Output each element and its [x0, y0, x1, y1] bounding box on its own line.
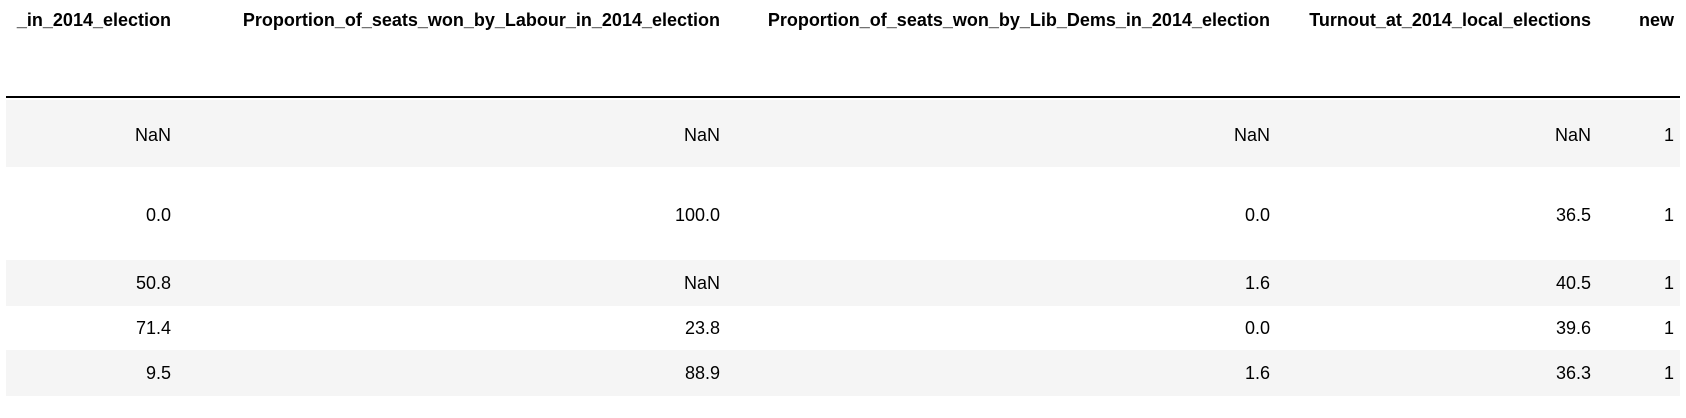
- table-cell: NaN: [1233, 125, 1270, 145]
- table-cell: 1.6: [1244, 273, 1270, 293]
- table-cell: 50.8: [135, 273, 171, 293]
- table-cell: 0.0: [1244, 205, 1270, 225]
- table-cell: 23.8: [684, 318, 720, 338]
- table-cell: 1: [1663, 318, 1674, 338]
- table-cell: NaN: [1554, 125, 1591, 145]
- column-header: Turnout_at_2014_local_elections: [1309, 10, 1591, 30]
- table-cell: 1.6: [1244, 363, 1270, 383]
- column-header: _in_2014_election: [16, 10, 171, 30]
- table-cell: 1: [1663, 125, 1674, 145]
- table-cell: 0.0: [145, 205, 171, 225]
- table-cell: 71.4: [135, 318, 171, 338]
- table-row: 50.8 NaN 1.6 40.5 1: [6, 260, 1680, 306]
- table-cell: 9.5: [145, 363, 171, 383]
- table-cell: 39.6: [1555, 318, 1591, 338]
- table-cell: 1: [1663, 205, 1674, 225]
- table-cell: 36.3: [1555, 363, 1591, 383]
- table-row: 9.5 88.9 1.6 36.3 1: [6, 350, 1680, 396]
- table-cell: 40.5: [1555, 273, 1591, 293]
- table-cell: 1: [1663, 273, 1674, 293]
- table-cell: NaN: [683, 125, 720, 145]
- column-header: Proportion_of_seats_won_by_Labour_in_201…: [242, 10, 720, 30]
- table-cell: 88.9: [684, 363, 720, 383]
- table-cell: 0.0: [1244, 318, 1270, 338]
- table-cell: NaN: [683, 273, 720, 293]
- table-cell: 100.0: [674, 205, 720, 225]
- table-cell: 36.5: [1555, 205, 1591, 225]
- column-header: new: [1638, 10, 1674, 30]
- table-row: 0.0 100.0 0.0 36.5 1: [6, 167, 1680, 260]
- table-header-row: _in_2014_election Proportion_of_seats_wo…: [6, 0, 1680, 98]
- table-row: 71.4 23.8 0.0 39.6 1: [6, 306, 1680, 350]
- table-row: NaN NaN NaN NaN 1: [6, 100, 1680, 167]
- table-cell: 1: [1663, 363, 1674, 383]
- table-cell: NaN: [134, 125, 171, 145]
- column-header: Proportion_of_seats_won_by_Lib_Dems_in_2…: [767, 10, 1270, 30]
